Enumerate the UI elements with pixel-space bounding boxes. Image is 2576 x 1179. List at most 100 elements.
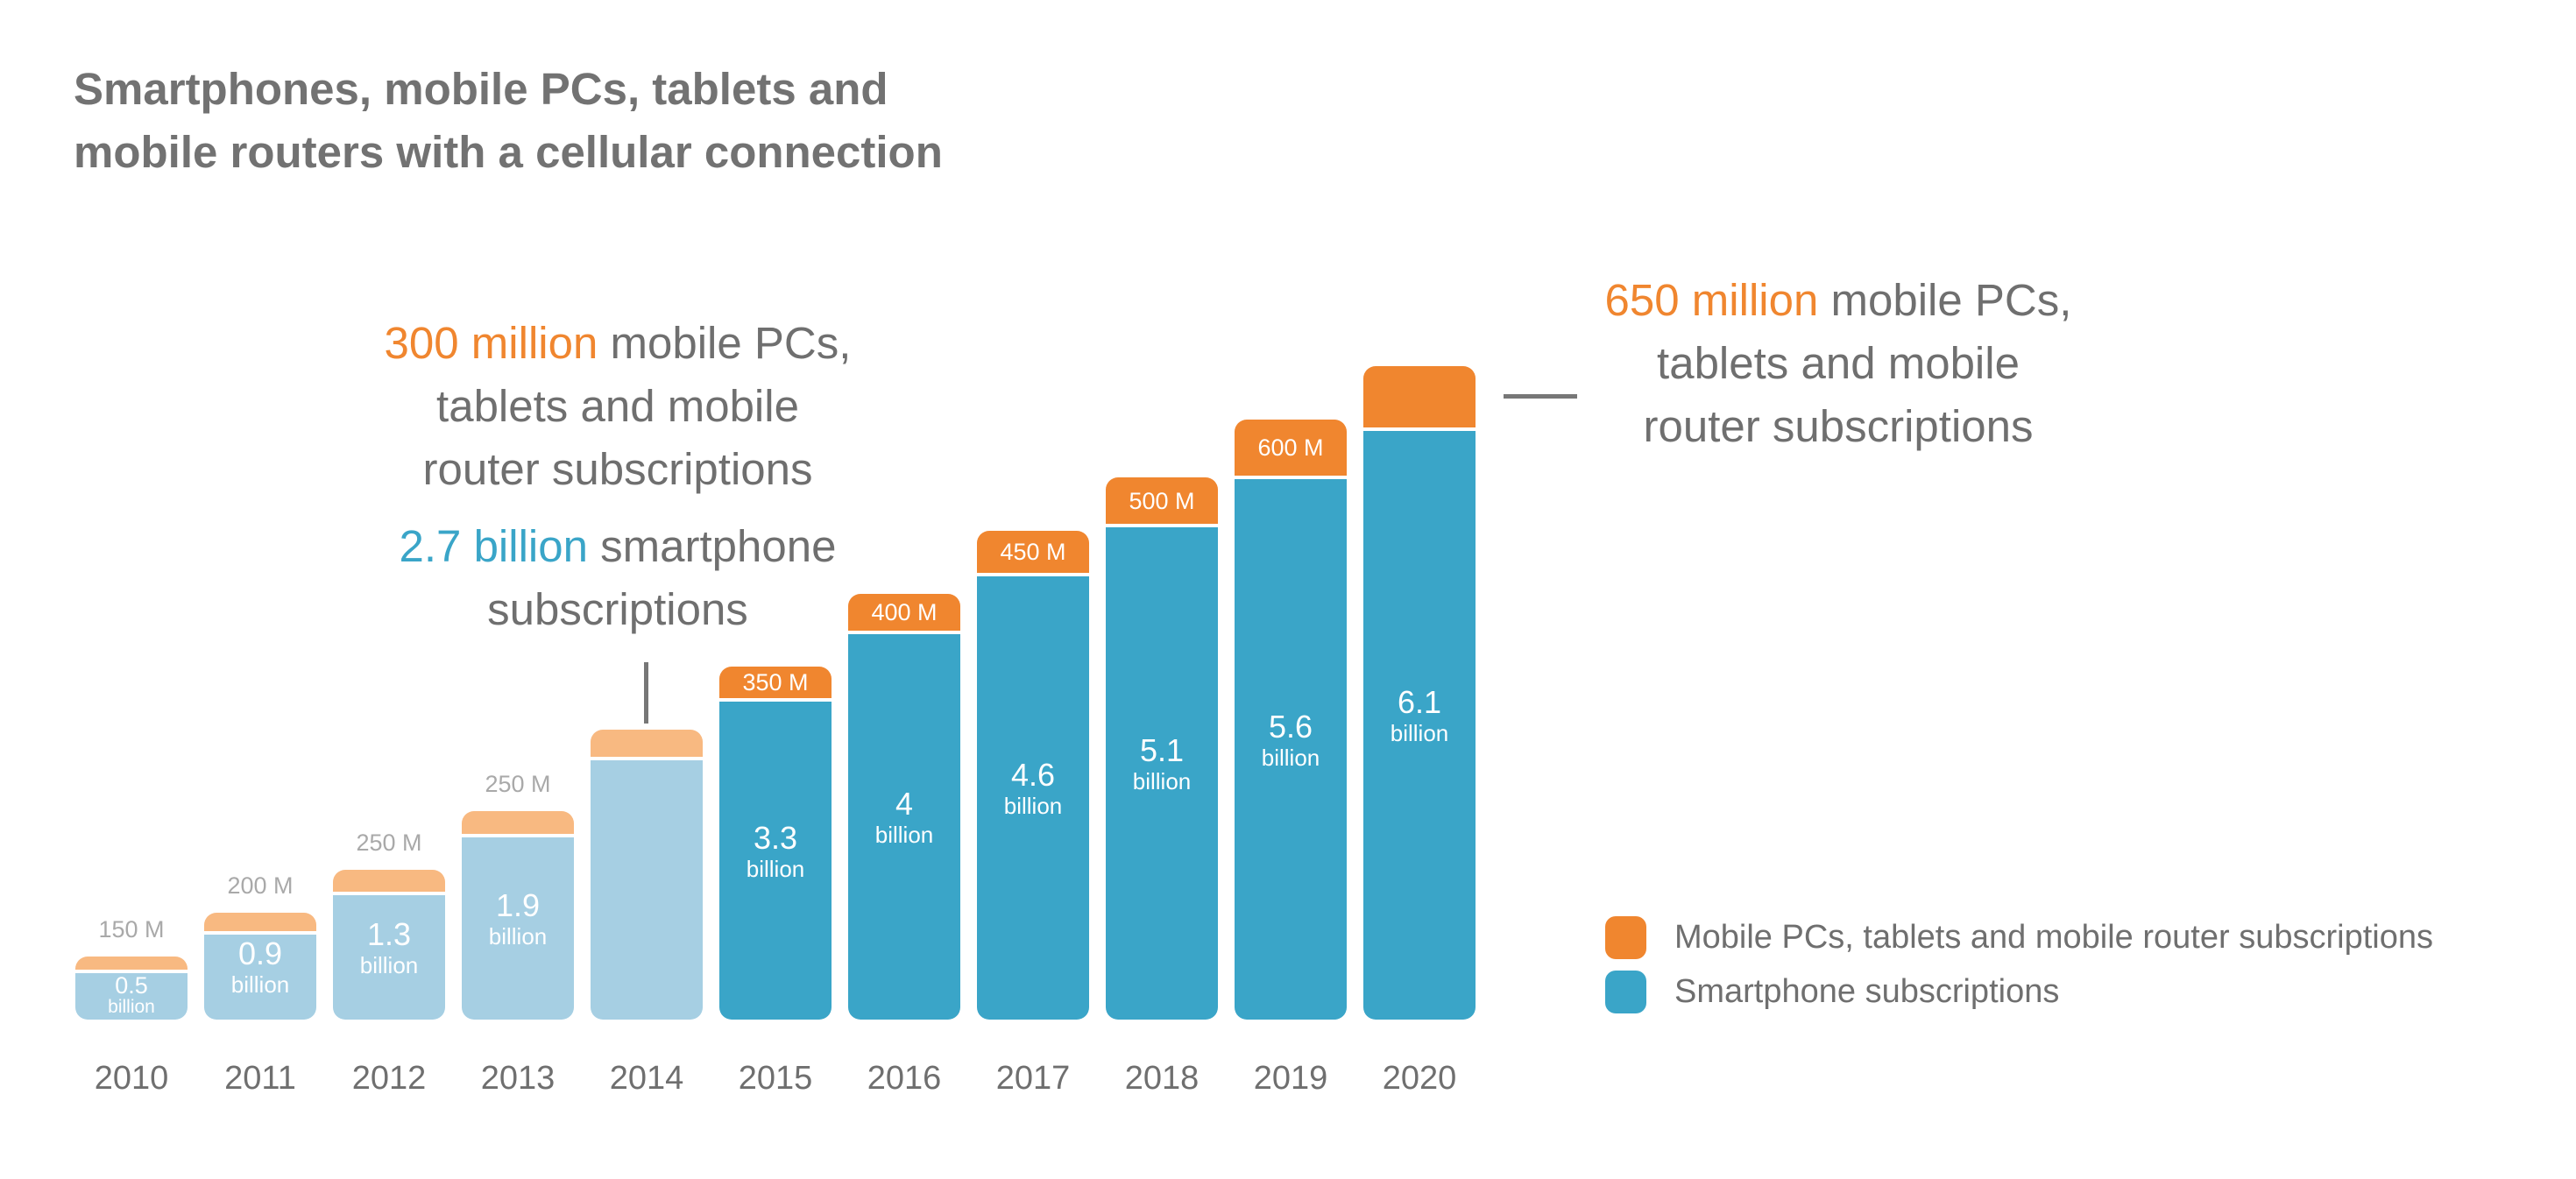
annotation-highlight: 650 million	[1604, 275, 1819, 325]
value-label-smartphone: 4 billion	[848, 786, 960, 849]
segment-divider	[1106, 524, 1218, 528]
bar-segment-smartphone	[75, 971, 188, 1020]
value-unit: billion	[488, 923, 548, 950]
value-label-other: 450 M	[1000, 538, 1066, 565]
annotation-2014-smartphone: 2.7 billion smartphone subscriptions	[355, 515, 881, 641]
x-tick-label: 2016	[867, 1060, 942, 1097]
x-tick-label: 2020	[1382, 1060, 1457, 1097]
x-tick-label: 2015	[738, 1060, 813, 1097]
bar-segment-other	[462, 811, 574, 837]
value-label-smartphone: 0.5 billion	[75, 973, 188, 1017]
x-tick-label: 2012	[351, 1060, 427, 1097]
value-label-smartphone: 4.6 billion	[977, 756, 1089, 819]
bar-segment-smartphone	[591, 758, 703, 1020]
bar-2011	[204, 913, 316, 1020]
bar-segment-smartphone	[1363, 428, 1476, 1020]
annotation-text: smartphone	[587, 521, 837, 571]
bar-2012	[333, 869, 445, 1020]
value-unit: billion	[1132, 768, 1192, 795]
bar-segment-other	[1106, 477, 1218, 526]
value-label-smartphone: 1.9 billion	[462, 888, 574, 950]
value-number: 4	[895, 786, 914, 822]
value-label-other: 400 M	[871, 598, 938, 625]
value-label-other: 200 M	[227, 872, 294, 900]
value-number: 6.1	[1397, 683, 1442, 720]
value-unit: billion	[874, 822, 934, 848]
bar-2016	[848, 593, 960, 1020]
x-tick-label: 2011	[224, 1060, 296, 1097]
segment-divider	[848, 630, 960, 634]
x-tick-label: 2018	[1124, 1060, 1200, 1097]
bar-segment-other	[591, 729, 703, 759]
bar-2018	[1106, 477, 1218, 1020]
bar-segment-smartphone	[333, 893, 445, 1020]
segment-divider	[75, 969, 188, 973]
bar-segment-smartphone	[462, 836, 574, 1020]
x-tick-label: 2013	[480, 1060, 556, 1097]
legend-label: Smartphone subscriptions	[1674, 973, 2060, 1010]
value-label-smartphone: 5.6 billion	[1235, 708, 1347, 771]
bar-segment-other	[1363, 366, 1476, 429]
title-line-1: Smartphones, mobile PCs, tablets and	[74, 64, 888, 114]
value-label-smartphone: 5.1 billion	[1106, 732, 1218, 795]
segment-divider	[333, 892, 445, 896]
segment-divider	[462, 834, 574, 838]
value-unit: billion	[1003, 792, 1063, 819]
value-unit: billion	[230, 971, 290, 999]
value-number: 5.6	[1268, 708, 1313, 745]
bar-2019	[1235, 419, 1347, 1020]
value-label-smartphone: 1.3 billion	[333, 917, 445, 979]
annotation-text: mobile PCs,	[598, 318, 852, 368]
value-number: 4.6	[1010, 756, 1056, 793]
value-label-other: 350 M	[742, 669, 809, 695]
value-label-smartphone: 3.3 billion	[719, 819, 832, 882]
legend-swatch-blue	[1605, 971, 1646, 1013]
value-unit: billion	[1261, 744, 1320, 771]
value-number: 0.9	[237, 935, 283, 972]
value-number: 0.5	[115, 972, 148, 999]
bar-segment-other	[977, 530, 1089, 575]
segment-divider	[591, 756, 703, 760]
bar-segment-other	[204, 913, 316, 933]
value-unit: billion	[746, 855, 805, 882]
bar-segment-smartphone	[1235, 477, 1347, 1020]
value-number: 3.3	[753, 819, 798, 856]
bar-2013	[462, 811, 574, 1020]
annotation-text: tablets and mobile	[436, 381, 799, 431]
bar-2010	[75, 957, 188, 1020]
value-label-smartphone: 6.1 billion	[1363, 683, 1476, 746]
value-unit: billion	[359, 952, 419, 979]
value-label-other: 500 M	[1129, 487, 1195, 514]
bar-2015	[719, 666, 832, 1020]
annotation-2014-other: 300 million mobile PCs, tablets and mobi…	[355, 312, 881, 501]
annotation-text: tablets and mobile	[1657, 338, 2020, 388]
legend-swatch-orange	[1605, 916, 1646, 959]
annotation-text: subscriptions	[487, 584, 748, 634]
value-unit: billion	[108, 997, 155, 1018]
value-label-other: 150 M	[98, 916, 165, 943]
value-number: 5.1	[1139, 732, 1185, 769]
annotation-text: router subscriptions	[1643, 401, 2034, 451]
value-unit: billion	[1390, 719, 1449, 746]
annotation-text: router subscriptions	[422, 444, 813, 494]
segment-divider	[1235, 476, 1347, 480]
bar-segment-other	[1235, 419, 1347, 478]
value-label-other: 250 M	[356, 829, 422, 856]
segment-divider	[719, 698, 832, 702]
value-label-smartphone: 0.9 billion	[204, 935, 316, 999]
bar-segment-smartphone	[977, 574, 1089, 1020]
segment-divider	[204, 930, 316, 935]
x-tick-label: 2010	[94, 1060, 169, 1097]
x-tick-label: 2017	[995, 1060, 1071, 1097]
x-tick-label: 2014	[609, 1060, 684, 1097]
bar-segment-other	[333, 869, 445, 894]
bar-2020	[1363, 366, 1476, 1020]
segment-divider	[1363, 427, 1476, 431]
bar-segment-smartphone	[204, 932, 316, 1020]
annotation-leader-line-2014	[644, 662, 648, 724]
bar-segment-other	[75, 957, 188, 971]
annotation-highlight: 300 million	[384, 318, 598, 368]
x-tick-label: 2019	[1253, 1060, 1328, 1097]
bar-2014	[591, 729, 703, 1020]
bar-2017	[977, 530, 1089, 1020]
